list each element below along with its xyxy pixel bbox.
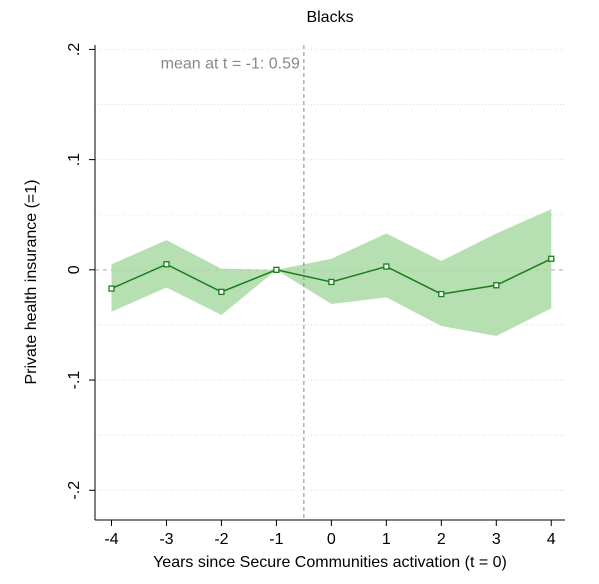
point-marker: [438, 290, 445, 298]
y-tick-label: .2: [66, 43, 83, 56]
point-marker: [493, 282, 500, 289]
chart-title: Blacks: [306, 9, 353, 26]
x-tick-label: -4: [104, 531, 118, 548]
point-marker: [548, 255, 555, 262]
y-tick-label: -.1: [66, 371, 83, 390]
y-tick-label: 0: [66, 265, 83, 274]
annotation: mean at t = -1: 0.59: [161, 56, 300, 73]
point-marker: [218, 288, 225, 296]
point-marker: [383, 263, 390, 270]
x-tick-label: 1: [382, 531, 391, 548]
point-marker: [108, 285, 115, 292]
x-tick-label: -2: [214, 531, 228, 548]
point-marker: [163, 261, 170, 268]
ci-band: [111, 209, 552, 336]
x-tick-label: -3: [159, 531, 173, 548]
x-tick-label: 2: [437, 531, 446, 548]
x-tick-label: -1: [269, 531, 283, 548]
x-tick-label: 0: [327, 531, 336, 548]
x-tick-label: 3: [492, 531, 501, 548]
point-marker: [273, 266, 280, 273]
y-tick-label: -.2: [66, 481, 83, 500]
y-axis-label: Private health insurance (=1): [23, 180, 40, 385]
x-tick-label: 4: [547, 531, 556, 548]
y-tick-label: .1: [66, 153, 83, 166]
x-axis-label: Years since Secure Communities activatio…: [153, 554, 507, 571]
point-marker: [328, 278, 335, 286]
